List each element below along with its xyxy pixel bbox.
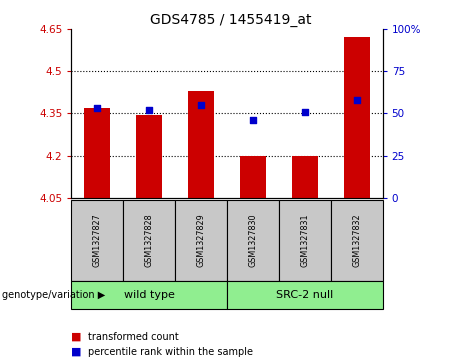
Point [197, 102, 205, 108]
Text: genotype/variation ▶: genotype/variation ▶ [2, 290, 106, 300]
Text: SRC-2 null: SRC-2 null [276, 290, 333, 300]
Text: transformed count: transformed count [88, 332, 178, 342]
Bar [344, 37, 370, 198]
Point [301, 109, 308, 115]
Text: GSM1327828: GSM1327828 [145, 214, 154, 267]
Bar [84, 108, 110, 198]
Text: percentile rank within the sample: percentile rank within the sample [88, 347, 253, 357]
Text: GSM1327827: GSM1327827 [93, 213, 102, 268]
Text: GSM1327830: GSM1327830 [248, 214, 258, 267]
Point [94, 106, 101, 111]
Bar [188, 91, 214, 198]
Text: ■: ■ [71, 332, 82, 342]
Point [353, 97, 361, 103]
Text: GSM1327832: GSM1327832 [352, 214, 361, 267]
Point [146, 107, 153, 113]
Text: wild type: wild type [124, 290, 175, 300]
Bar [292, 156, 318, 198]
Text: GSM1327831: GSM1327831 [300, 214, 309, 267]
Bar [136, 115, 162, 198]
Text: GDS4785 / 1455419_at: GDS4785 / 1455419_at [150, 13, 311, 27]
Point [249, 117, 257, 123]
Text: GSM1327829: GSM1327829 [196, 213, 206, 268]
Bar [240, 156, 266, 198]
Text: ■: ■ [71, 347, 82, 357]
